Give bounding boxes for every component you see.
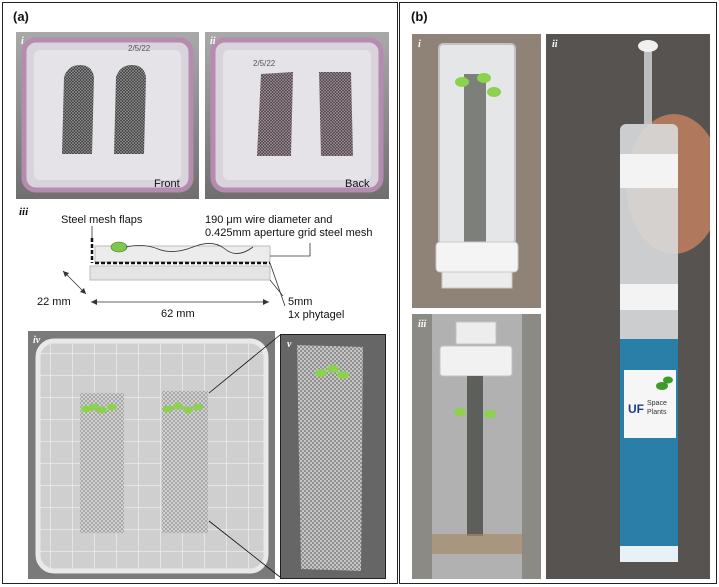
label-mesh-spec-1: 190 μm wire diameter and (205, 214, 333, 226)
sub-label-b-ii: ii (552, 39, 558, 50)
label-gel-thickness: 5mm (288, 296, 313, 308)
photo-tube-inserted: iii (412, 314, 541, 579)
logo-space: Space (647, 400, 667, 407)
panel-a-label: (a) (13, 9, 29, 24)
photo-mesh-zoom: v (280, 334, 386, 579)
label-width-dim: 22 mm (37, 296, 71, 308)
sub-label-a-i: i (21, 36, 24, 47)
photo-dish-plants: iv (28, 331, 275, 579)
panel-b-label: (b) (411, 9, 428, 24)
caption-front: Front (154, 178, 180, 190)
tube-seedlings-illustration (412, 34, 541, 308)
sub-label-b-iii: iii (418, 319, 427, 330)
zoom-connector-lines (208, 334, 281, 578)
bric-unit-illustration (546, 34, 710, 579)
dish-date-ii: 2/5/22 (253, 59, 276, 68)
dish-front-illustration (16, 32, 199, 199)
photo-bric-unit: ii UF Space Plants (546, 34, 710, 579)
sub-label-a-ii: ii (210, 36, 216, 47)
mesh-assembly-diagram (62, 226, 311, 307)
sub-label-b-i: i (418, 39, 421, 50)
caption-back: Back (345, 178, 370, 190)
sub-label-a-iii: iii (19, 206, 29, 218)
sub-label-a-iv: iv (33, 335, 41, 346)
label-mesh-flaps: Steel mesh flaps (61, 214, 143, 226)
photo-tube-seedlings: i (412, 34, 541, 308)
mesh-zoom-illustration (281, 335, 385, 578)
tube-inserted-illustration (412, 314, 541, 579)
dish-back-illustration (205, 32, 389, 199)
logo-plants: Plants (647, 409, 667, 416)
dish-plants-illustration (28, 331, 275, 579)
photo-dish-back: ii 2/5/22 Back (205, 32, 389, 199)
panel-b: (b) i iii (399, 2, 717, 584)
photo-dish-front: i 2/5/22 Front (16, 32, 199, 199)
label-length-dim: 62 mm (161, 308, 195, 320)
label-mesh-spec-2: 0.425mm aperture grid steel mesh (205, 227, 373, 239)
sub-label-a-v: v (287, 339, 292, 350)
dish-date-i: 2/5/22 (128, 44, 151, 53)
logo-uf: UF (628, 402, 644, 416)
panel-a: (a) i 2/5/22 Front (2, 2, 398, 584)
label-gel-type: 1x phytagel (288, 309, 345, 321)
